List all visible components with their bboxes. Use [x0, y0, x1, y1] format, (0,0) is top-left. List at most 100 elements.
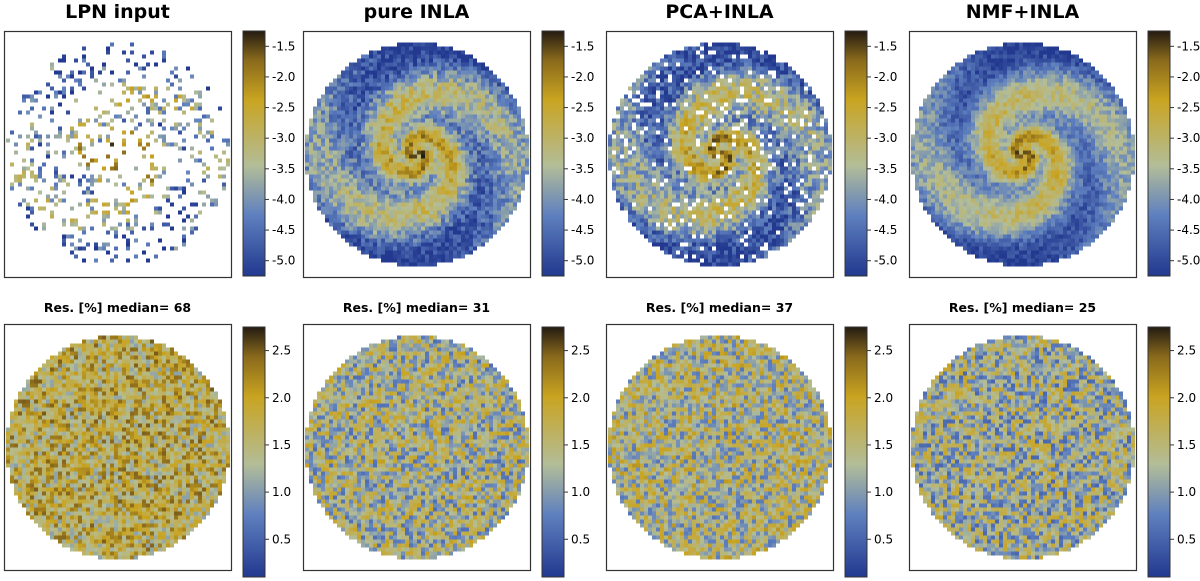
map-cell	[692, 150, 696, 155]
map-cell	[724, 66, 728, 71]
map-cell	[732, 154, 736, 159]
map-cell	[385, 178, 389, 183]
map-cell	[724, 50, 728, 55]
map-cell	[441, 58, 445, 63]
map-cell	[772, 122, 776, 127]
map-cell	[353, 154, 357, 159]
map-cell	[325, 174, 329, 179]
map-cell	[688, 138, 692, 143]
map-cell	[369, 226, 373, 231]
map-cell	[656, 146, 660, 151]
map-cell	[449, 198, 453, 203]
map-cell	[696, 154, 700, 159]
map-cell	[724, 170, 728, 175]
map-cell	[612, 186, 616, 191]
map-cell	[712, 122, 716, 127]
map-cell	[481, 62, 485, 67]
map-cell	[461, 74, 465, 79]
map-cell	[684, 106, 688, 111]
map-cell	[616, 142, 620, 147]
map-cell	[696, 166, 700, 171]
map-cell	[309, 146, 313, 151]
map-cell	[465, 58, 469, 63]
map-cell	[445, 74, 449, 79]
map-cell	[760, 210, 764, 215]
map-cell	[321, 178, 325, 183]
map-cell	[226, 142, 230, 147]
map-cell	[309, 142, 313, 147]
map-cell	[393, 222, 397, 227]
map-cell	[465, 94, 469, 99]
map-cell	[369, 214, 373, 219]
map-cell	[385, 86, 389, 91]
map-cell	[792, 142, 796, 147]
map-cell	[804, 82, 808, 87]
map-cell	[369, 150, 373, 155]
map-cell	[489, 90, 493, 95]
map-cell	[429, 90, 433, 95]
map-cell	[764, 118, 768, 123]
map-cell	[656, 202, 660, 207]
map-cell	[692, 162, 696, 167]
map-cell	[732, 186, 736, 191]
map-cell	[608, 134, 612, 139]
map-cell	[620, 110, 624, 115]
map-cell	[453, 238, 457, 243]
map-cell	[445, 206, 449, 211]
map-cell	[788, 110, 792, 115]
map-cell	[744, 110, 748, 115]
map-cell	[449, 166, 453, 171]
map-cell	[198, 102, 202, 107]
map-cell	[648, 126, 652, 131]
map-cell	[692, 102, 696, 107]
map-cell	[325, 146, 329, 151]
map-cell	[401, 230, 405, 235]
map-cell	[688, 218, 692, 223]
map-cell	[784, 198, 788, 203]
map-cell	[477, 234, 481, 239]
map-cell	[413, 150, 417, 155]
map-cell	[381, 238, 385, 243]
map-cell	[381, 126, 385, 131]
map-cell	[349, 134, 353, 139]
map-cell	[788, 158, 792, 163]
map-cell	[309, 170, 313, 175]
map-cell	[716, 142, 720, 147]
map-cell	[445, 202, 449, 207]
map-cell	[700, 90, 704, 95]
map-cell	[437, 190, 441, 195]
map-cell	[138, 186, 142, 191]
map-cell	[461, 70, 465, 75]
map-cell	[716, 194, 720, 199]
map-cell	[804, 170, 808, 175]
map-cell	[26, 134, 30, 139]
map-cell	[317, 186, 321, 191]
map-cell	[365, 114, 369, 119]
map-cell	[688, 118, 692, 123]
map-cell	[381, 154, 385, 159]
map-cell	[429, 218, 433, 223]
map-cell	[648, 174, 652, 179]
map-cell	[433, 118, 437, 123]
map-cell	[26, 94, 30, 99]
map-cell	[748, 66, 752, 71]
map-cell	[788, 162, 792, 167]
map-cell	[329, 90, 333, 95]
map-cell	[433, 126, 437, 131]
map-cell	[90, 66, 94, 71]
map-cell	[525, 134, 529, 139]
map-cell	[110, 142, 114, 147]
map-cell	[628, 186, 632, 191]
map-cell	[417, 46, 421, 51]
map-cell	[465, 146, 469, 151]
map-cell	[74, 78, 78, 83]
map-cell	[369, 146, 373, 151]
map-cell	[752, 78, 756, 83]
map-cell	[405, 82, 409, 87]
map-cell	[70, 250, 74, 255]
map-cell	[481, 182, 485, 187]
map-cell	[708, 54, 712, 59]
map-cell	[413, 258, 417, 263]
map-cell	[740, 46, 744, 51]
map-cell	[684, 130, 688, 135]
